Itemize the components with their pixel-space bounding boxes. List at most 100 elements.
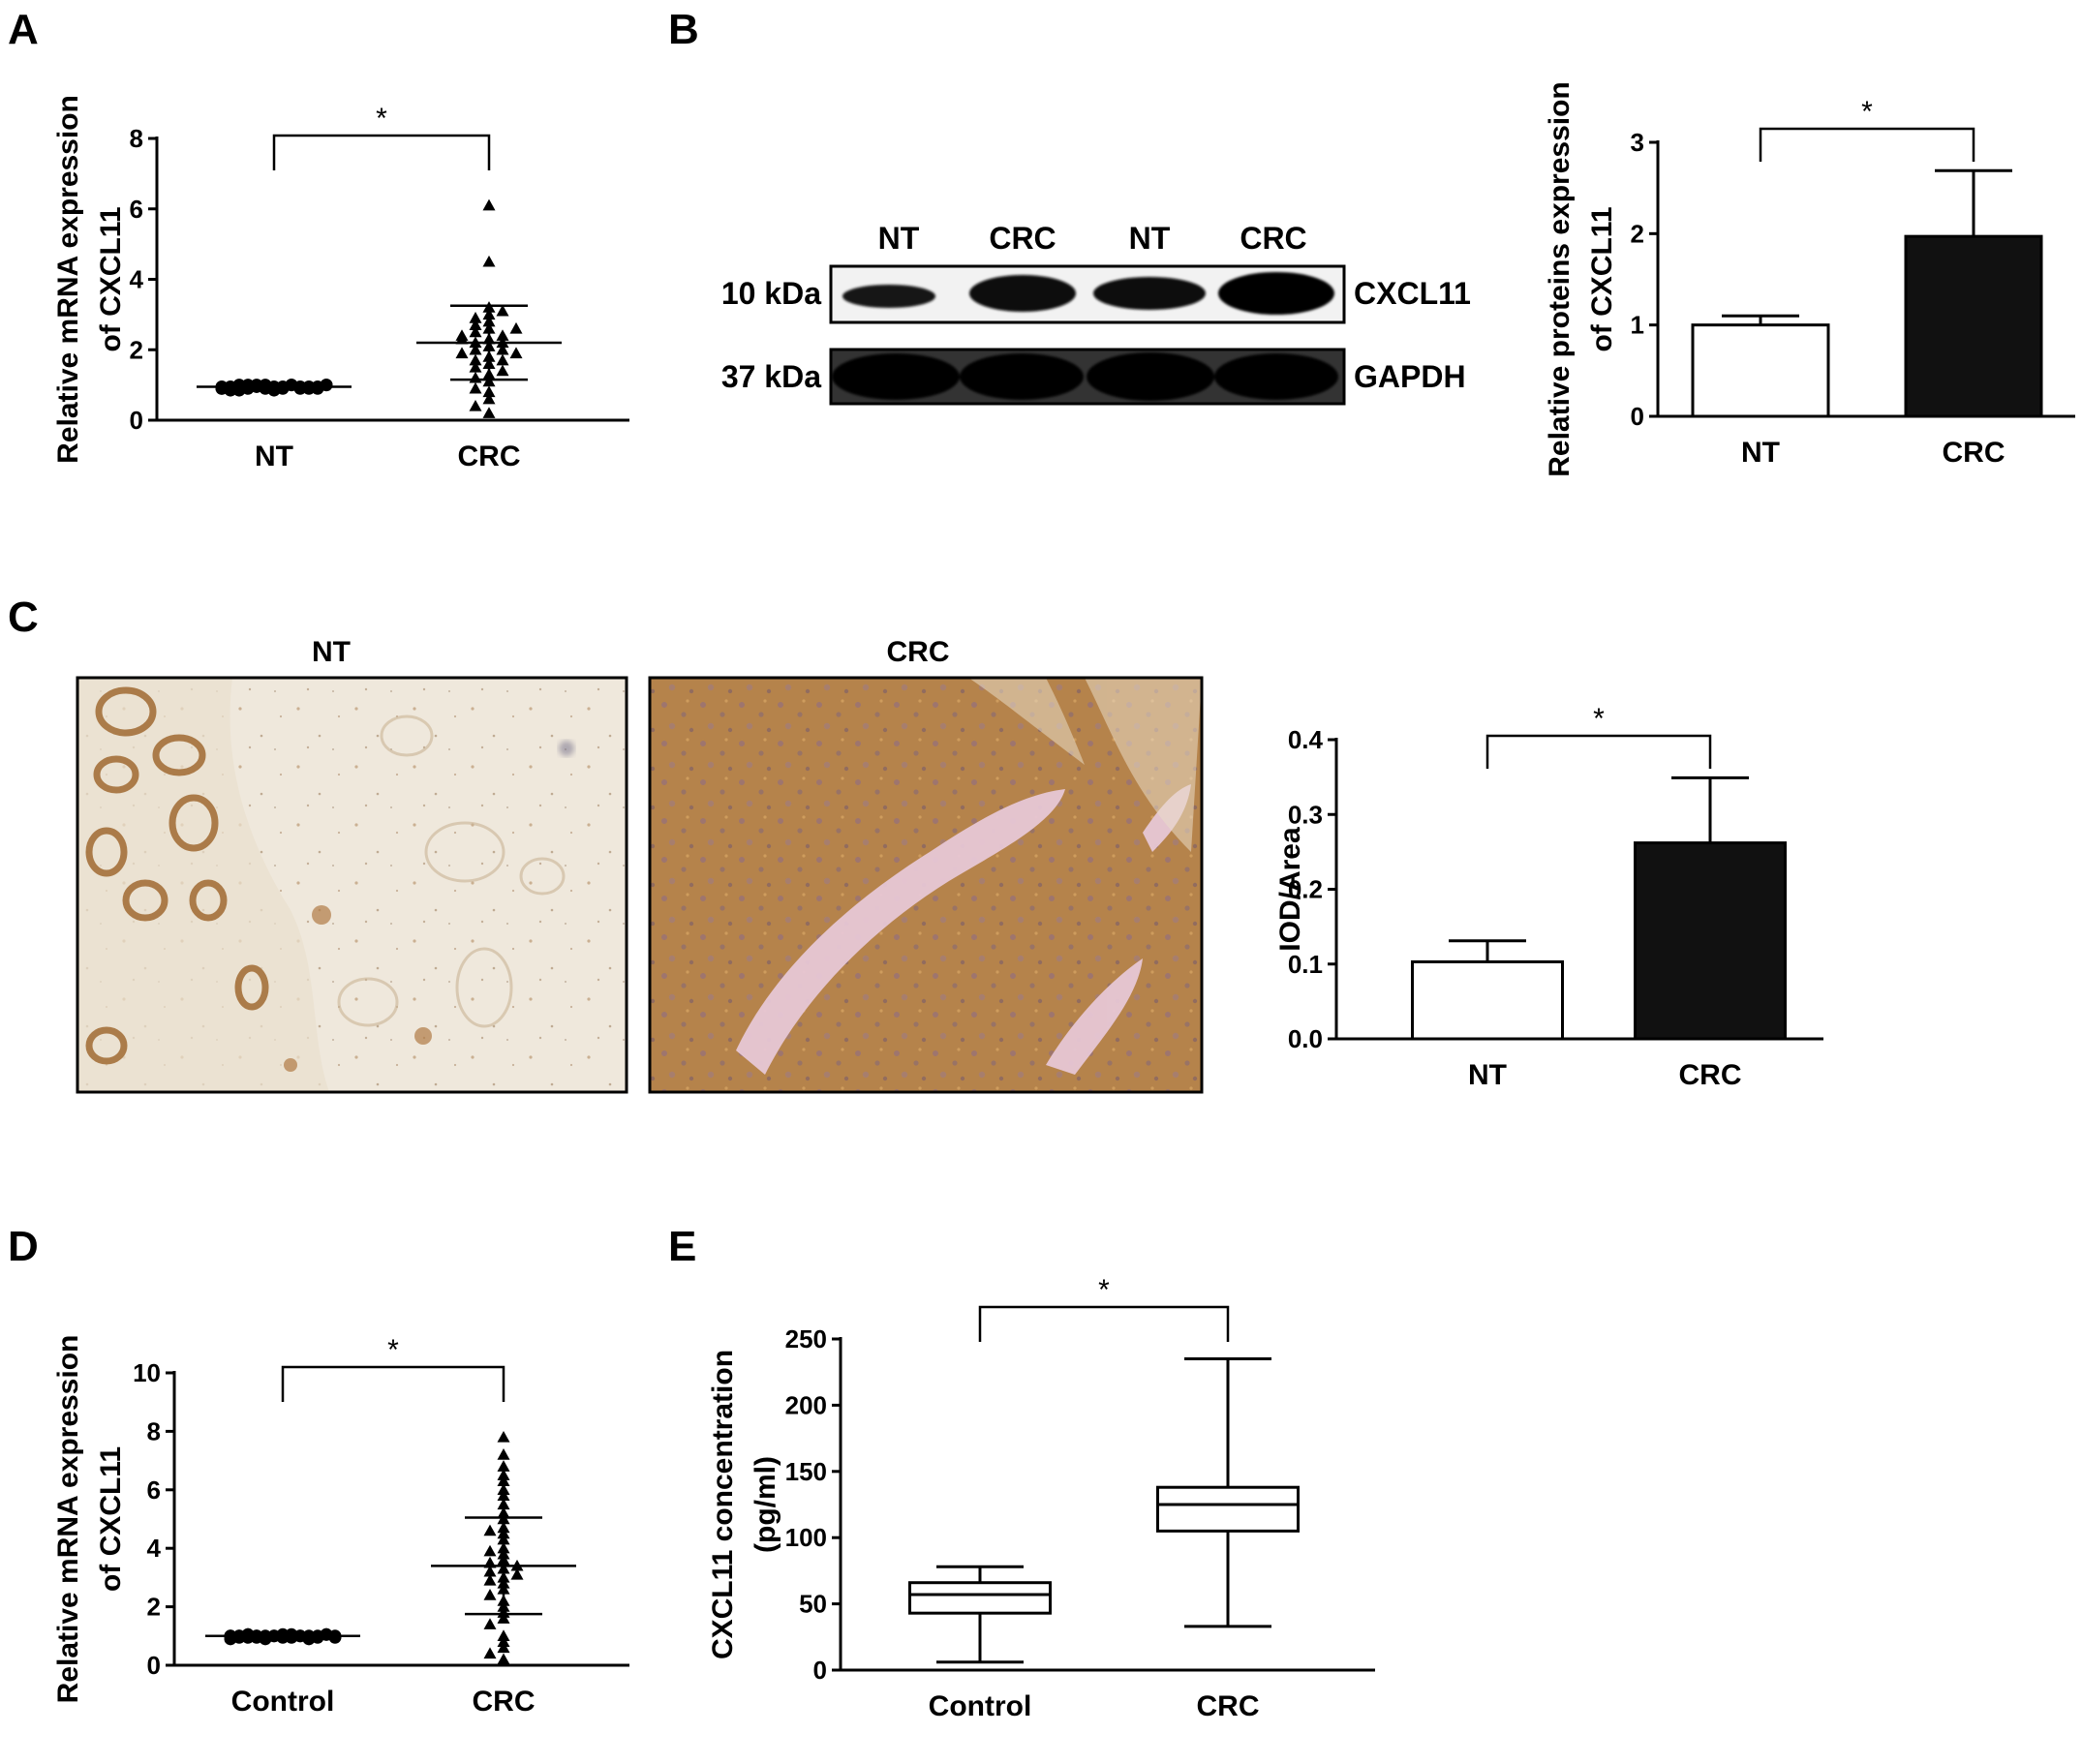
significance-marker: * — [1861, 96, 1873, 128]
significance-marker: * — [387, 1334, 399, 1366]
blot-band — [1087, 352, 1214, 401]
y-tick-label: 100 — [785, 1523, 827, 1552]
panel-letter-b: B — [668, 6, 699, 53]
y-tick-label: 150 — [785, 1457, 827, 1486]
data-point — [497, 1629, 510, 1641]
blot-lane-label: NT — [878, 221, 920, 256]
y-tick-label: 1 — [1631, 311, 1644, 340]
blot-band — [969, 275, 1076, 312]
significance-bracket — [978, 1305, 1230, 1342]
x-category-label: CRC — [1197, 1690, 1260, 1722]
chart-a-mrna-tissue: 0 2 4 6 8 NT CRC Relative mRNA expression of CXC… — [52, 95, 629, 472]
data-point — [497, 1641, 510, 1654]
y-tick-label: 0 — [130, 406, 143, 435]
data-point — [455, 332, 469, 345]
panel-letter-a: A — [8, 6, 39, 53]
bar — [1691, 323, 1830, 418]
data-point — [469, 381, 482, 394]
x-category-label: NT — [255, 441, 293, 472]
blot-protein-label: CXCL11 — [1354, 276, 1471, 311]
blot-protein-label: GAPDH — [1354, 359, 1466, 394]
data-point — [328, 1630, 342, 1644]
data-point — [509, 347, 523, 359]
data-point — [483, 1524, 497, 1536]
data-point — [469, 353, 482, 366]
box — [1156, 1485, 1300, 1533]
data-point — [455, 347, 469, 359]
data-point — [469, 343, 482, 355]
y-axis-label: IOD/Area — [1274, 827, 1306, 952]
y-tick-label: 2 — [130, 335, 143, 364]
data-point — [496, 343, 509, 355]
significance-marker: * — [1098, 1274, 1110, 1306]
data-point — [497, 1448, 510, 1460]
data-point — [497, 1489, 510, 1502]
y-tick-label: 2 — [147, 1593, 161, 1622]
y-tick-label: 0 — [1631, 402, 1644, 431]
y-axis-label: Relative proteins expression — [1544, 81, 1576, 477]
y-tick-label: 2 — [1631, 219, 1644, 248]
y-tick-label: 8 — [130, 124, 143, 153]
data-point — [482, 385, 496, 398]
data-point — [469, 319, 482, 330]
x-category-label: CRC — [473, 1686, 536, 1718]
chart-d-mrna-serum: 0 2 4 6 8 10 Control CRC Relative mRNA expressio… — [52, 1334, 629, 1718]
data-point — [497, 1469, 510, 1480]
y-tick-label: 4 — [147, 1534, 162, 1563]
data-point — [469, 325, 482, 338]
data-point — [469, 399, 482, 411]
data-point — [482, 407, 496, 418]
data-point — [483, 1565, 497, 1577]
y-axis-label: CXCL11 concentration — [707, 1350, 739, 1659]
significance-bracket — [1485, 734, 1712, 769]
blot-size-label: 10 kDa — [721, 276, 821, 311]
y-tick-label: 250 — [785, 1324, 827, 1353]
y-axis-label: of CXCL11 — [1586, 206, 1618, 351]
chart-c-iod-bar: 0.0 0.1 0.2 0.3 0.4 NT CRC IOD/Area * — [1274, 703, 1823, 1091]
significance-bracket — [1759, 127, 1975, 162]
data-point — [482, 392, 496, 405]
data-point — [497, 1506, 510, 1519]
significance-bracket — [281, 1365, 505, 1402]
data-point — [497, 1430, 510, 1443]
y-tick-label: 0.0 — [1288, 1024, 1323, 1053]
y-tick-label: 8 — [147, 1416, 161, 1445]
y-axis-label: Relative mRNA expression — [52, 95, 84, 464]
data-point — [497, 1475, 510, 1486]
micrograph-nt — [76, 676, 628, 1094]
blot-lane-label: CRC — [1240, 221, 1306, 256]
x-category-label: NT — [1468, 1059, 1507, 1091]
data-point — [469, 360, 482, 373]
data-point — [469, 371, 482, 383]
data-point — [482, 198, 496, 211]
data-point — [496, 364, 509, 377]
y-tick-label: 3 — [1631, 128, 1644, 157]
x-category-label: Control — [929, 1690, 1032, 1722]
y-axis-label: of CXCL11 — [95, 1446, 127, 1592]
data-point — [509, 321, 523, 334]
y-axis-label: Relative mRNA expression — [52, 1335, 84, 1704]
blot-band — [1218, 272, 1334, 315]
data-point — [469, 312, 482, 323]
x-category-label: CRC — [1943, 437, 2005, 469]
x-category-label: Control — [231, 1686, 335, 1718]
y-tick-label: 0.1 — [1288, 950, 1323, 979]
chart-b-protein-bar: 0 1 2 3 NT CRC Relative proteins expression of … — [1544, 81, 2075, 477]
y-tick-label: 50 — [799, 1590, 827, 1619]
data-point — [497, 1498, 510, 1510]
y-tick-label: 0 — [813, 1656, 827, 1685]
blot-size-label: 37 kDa — [721, 359, 821, 394]
x-category-label: NT — [1741, 437, 1780, 469]
blot-band — [842, 285, 935, 308]
x-category-label: CRC — [1679, 1059, 1742, 1091]
data-point — [483, 1573, 497, 1586]
data-point — [496, 329, 509, 341]
data-point — [497, 1460, 510, 1472]
panel-letter-d: D — [8, 1223, 39, 1270]
y-tick-label: 6 — [130, 195, 143, 224]
x-category-label: CRC — [458, 441, 521, 472]
blot-lane-label: CRC — [989, 221, 1056, 256]
data-point — [320, 379, 333, 392]
y-axis-label: of CXCL11 — [95, 206, 127, 351]
data-point — [497, 1483, 510, 1495]
